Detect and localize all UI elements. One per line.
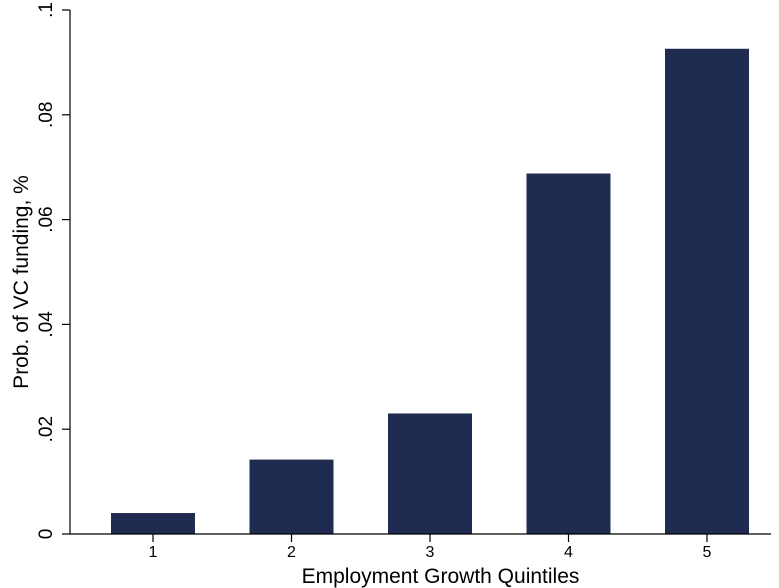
y-tick-label: .04 [36, 311, 57, 338]
y-axis-label: Prob. of VC funding, % [10, 175, 33, 389]
y-tick-label: .02 [36, 416, 57, 442]
bars [111, 48, 749, 534]
y-tick-label: .08 [36, 102, 57, 128]
x-axis-label: Employment Growth Quintiles [302, 565, 580, 588]
bar-5 [665, 48, 749, 534]
y-tick-label: .06 [36, 206, 57, 232]
bar-1 [111, 513, 195, 534]
y-tick-label: 0 [36, 529, 57, 540]
x-tick-label: 5 [703, 544, 712, 561]
bar-2 [249, 459, 334, 534]
x-axis-ticks: 1 2 3 4 5 [149, 534, 712, 561]
x-tick-label: 2 [287, 544, 296, 561]
x-tick-label: 4 [564, 544, 573, 561]
bar-3 [388, 413, 472, 534]
y-axis-ticks: 0 .02 .04 .06 .08 .1 [36, 2, 70, 539]
bar-4 [526, 173, 611, 534]
x-tick-label: 1 [149, 544, 158, 561]
x-tick-label: 3 [426, 544, 435, 561]
y-tick-label: .1 [36, 2, 57, 18]
